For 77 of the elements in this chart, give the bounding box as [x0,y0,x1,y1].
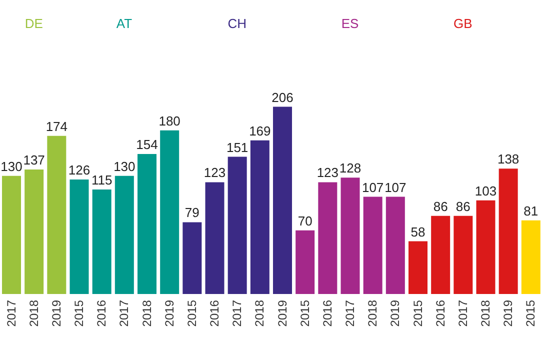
bar [138,154,156,294]
bar [205,182,224,294]
bar [318,182,338,294]
bar [160,130,180,294]
bar [521,220,540,294]
bar [431,216,450,294]
text: AT [115,16,134,31]
text: GB [452,16,474,31]
data-label: 169 [249,123,271,138]
data-label: 70 [298,213,312,228]
x-tick-label: 2017 [456,300,470,327]
data-label: 81 [524,203,538,218]
x-tick-label: 2017 [230,300,244,327]
bar [408,241,428,294]
x-tick-label: 2019 [275,300,290,327]
x-tick-label: 2019 [49,300,64,327]
x-tick-label: 2018 [26,300,41,327]
bar [47,136,66,294]
bar [296,230,315,294]
data-label: 174 [46,118,68,134]
x-tick-label: 2017 [343,300,358,327]
x-tick-label: 2018 [478,300,493,327]
data-label: 79 [184,205,200,220]
data-label: 128 [339,160,362,176]
bar [92,189,112,294]
text: CH [226,16,248,31]
x-tick-label: 2017 [117,300,132,327]
x-tick-label: 2016 [320,300,334,327]
bar [114,176,134,294]
data-label: 138 [497,152,520,167]
data-label: 137 [23,152,45,168]
x-tick-label: 2019 [388,300,402,327]
x-tick-label: 2015 [184,300,199,327]
bar [2,176,21,294]
bar [386,196,405,294]
bar [340,178,360,294]
x-tick-label: 2018 [140,300,154,327]
x-tick-label: 2016 [433,300,448,327]
bar [273,106,292,294]
x-tick-label: 2015 [524,300,538,327]
data-label: 130 [114,158,136,174]
bar [182,222,202,294]
bar [24,170,44,294]
data-label: 107 [362,180,384,195]
bar [476,200,496,294]
text: ES [340,16,360,31]
x-tick-label: 2015 [72,300,86,327]
data-label: 115 [91,172,112,188]
bar [250,140,270,294]
bar [454,216,473,294]
bar [363,196,382,294]
x-tick-label: 2019 [162,300,176,327]
x-tick-label: 2016 [208,300,222,327]
x-tick-label: 2015 [298,300,312,327]
data-label: 154 [136,137,158,152]
data-label: 180 [158,113,180,128]
data-label: 123 [316,165,339,180]
data-label: 103 [474,183,497,198]
x-tick-label: 2017 [4,300,18,327]
bar [228,156,247,294]
data-label: 206 [272,90,294,105]
x-tick-label: 2018 [366,300,380,327]
x-tick-label: 2019 [501,300,516,327]
data-label: 151 [226,140,248,155]
data-label: 130 [0,158,22,174]
data-label: 123 [204,165,226,180]
bar [498,168,518,294]
x-tick-label: 2016 [94,300,109,327]
data-label: 126 [68,162,90,178]
data-label: 86 [456,198,470,214]
x-tick-label: 2015 [410,300,425,327]
data-label: 107 [384,180,406,195]
x-tick-label: 2018 [252,300,267,327]
data-label: 58 [410,224,426,240]
data-label: 86 [433,198,448,214]
bar [70,180,89,294]
text: DE [24,16,44,31]
